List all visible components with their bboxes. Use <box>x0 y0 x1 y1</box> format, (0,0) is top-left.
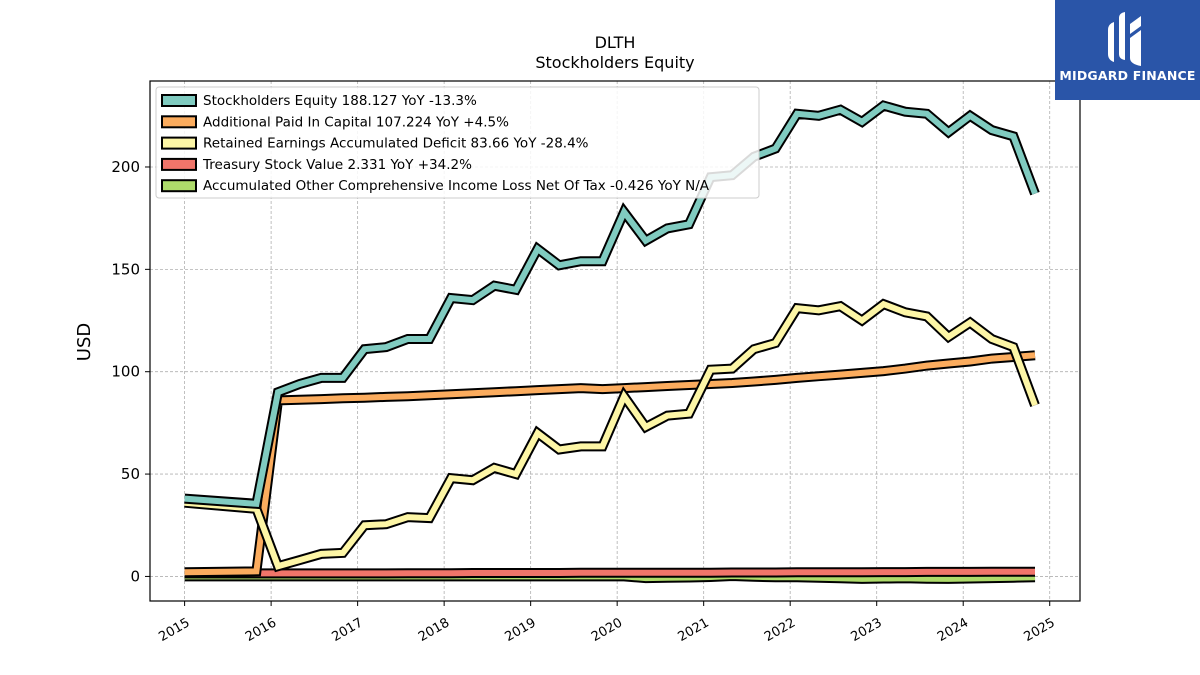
series-line-0 <box>184 102 1038 507</box>
series-lines <box>184 100 1040 584</box>
legend-label: Stockholders Equity 188.127 YoY -13.3% <box>203 93 477 109</box>
legend-swatch <box>161 157 197 171</box>
x-tick-label: 2019 <box>502 615 538 645</box>
y-tick-label: 100 <box>111 363 140 381</box>
y-tick-label: 0 <box>130 567 140 585</box>
x-tick-label: 2020 <box>589 615 625 645</box>
legend-swatch <box>161 179 197 193</box>
brand-logo: MIDGARD FINANCE <box>1055 0 1200 100</box>
x-tick-label: 2021 <box>676 615 712 645</box>
legend-box <box>155 86 760 199</box>
chart-subtitle: Stockholders Equity <box>535 53 694 72</box>
y-tick-label: 50 <box>121 465 140 483</box>
legend-label: Additional Paid In Capital 107.224 YoY +… <box>203 114 509 130</box>
x-tick-label: 2015 <box>156 615 192 645</box>
x-tick-label: 2018 <box>416 615 452 645</box>
y-axis-label: USD <box>74 323 95 361</box>
x-tick-label: 2025 <box>1022 615 1058 645</box>
chart-title: DLTH <box>595 33 636 52</box>
x-tick-label: 2017 <box>329 615 365 645</box>
brand-name: MIDGARD FINANCE <box>1059 68 1196 83</box>
y-tick-label: 150 <box>111 260 140 278</box>
x-tick-label: 2022 <box>762 615 798 645</box>
legend-label: Treasury Stock Value 2.331 YoY +34.2% <box>202 157 472 173</box>
legend: Stockholders Equity 188.127 YoY -13.3% Ad… <box>155 86 760 199</box>
legend-swatch <box>161 115 197 129</box>
legend-label: Retained Earnings Accumulated Deficit 83… <box>203 136 589 152</box>
midgard-finance-logo-icon <box>1108 12 1141 66</box>
plot-frame <box>149 80 1081 602</box>
y-axis-ticks: 0 50 100 150 200 <box>111 158 150 585</box>
x-axis-ticks: 2015 2016 2017 2018 2019 2020 2021 2022 2023 2024… <box>156 601 1058 645</box>
legend-label: Accumulated Other Comprehensive Income L… <box>203 178 710 194</box>
legend-swatch <box>161 136 197 150</box>
x-tick-label: 2023 <box>849 615 885 645</box>
series-line-1 <box>184 352 1036 576</box>
y-tick-label: 200 <box>111 158 140 176</box>
x-tick-label: 2024 <box>935 615 971 645</box>
legend-swatch <box>161 94 197 107</box>
x-tick-label: 2016 <box>243 615 279 645</box>
series-line-3 <box>184 568 1035 577</box>
series-line-2 <box>184 300 1038 570</box>
